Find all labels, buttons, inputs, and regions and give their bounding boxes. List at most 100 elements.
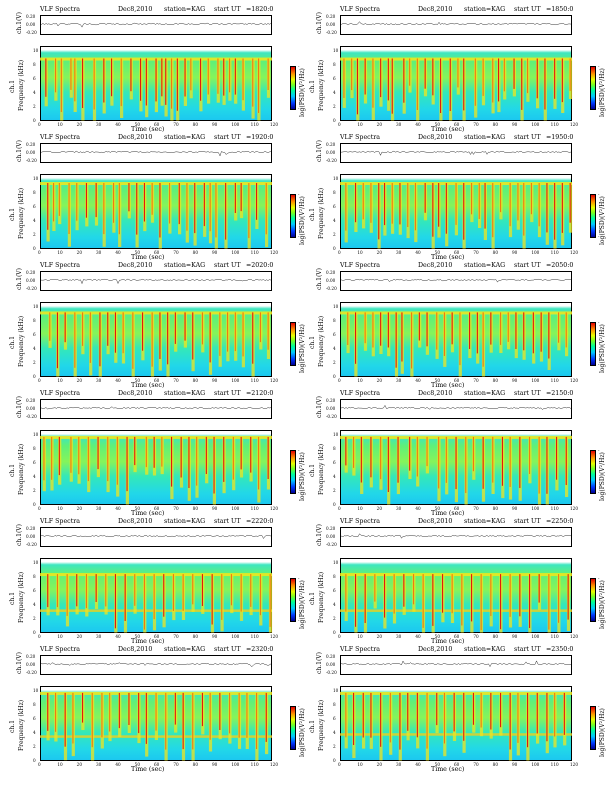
burst-core	[64, 692, 66, 747]
burst-core	[118, 183, 120, 235]
burst-core	[374, 574, 376, 602]
burst-core	[471, 183, 473, 215]
waveform-trace	[339, 278, 572, 283]
colorbar-tick: -	[598, 192, 600, 197]
burst-core	[418, 312, 420, 341]
spectrogram-ytick: 8	[33, 61, 36, 67]
burst-core	[530, 183, 532, 215]
spectrogram-ytick: 2	[333, 359, 336, 365]
spectrogram-ytick: 10	[333, 303, 339, 309]
colorbar-tick: -	[298, 192, 300, 197]
spectrogram-xtick: 80	[192, 634, 198, 639]
burst-core	[151, 183, 153, 215]
waveform-trace	[39, 150, 272, 157]
waveform-ytick: -0.20	[326, 286, 337, 291]
burst-core	[172, 574, 174, 611]
burst-core	[527, 692, 529, 748]
waveform-ytick: 0.20	[326, 654, 336, 659]
colorbar	[290, 706, 296, 750]
burst-core	[85, 183, 87, 218]
panel-start-time: =2150:0	[546, 390, 574, 397]
burst-core	[151, 312, 153, 367]
burst-core	[223, 58, 225, 96]
colorbar	[290, 450, 296, 494]
spectrogram-xtick: 20	[76, 634, 82, 639]
waveform-trace	[39, 278, 272, 285]
burst-core	[393, 574, 395, 614]
spectrogram-xtick: 120	[270, 250, 278, 255]
burst-core	[546, 436, 548, 494]
burst-core	[540, 312, 542, 352]
burst-core	[205, 436, 207, 474]
spectrogram-xtick: 70	[473, 250, 479, 255]
burst-core	[471, 574, 473, 622]
panel-start-label: start UT	[214, 6, 241, 13]
spectrogram-xlabel: Time (sec)	[131, 638, 165, 645]
burst-core	[424, 183, 426, 213]
burst-core	[438, 183, 440, 227]
burst-core	[484, 183, 486, 229]
burst-core	[201, 312, 203, 345]
waveform-strip	[340, 271, 572, 291]
spectrogram-xtick: 70	[473, 122, 479, 127]
spectrogram-xtick: 30	[396, 378, 402, 383]
burst-core	[519, 436, 521, 488]
burst-core	[362, 183, 364, 220]
burst-core	[145, 58, 147, 106]
spectrogram-canvas	[39, 22, 272, 121]
panel-start-label: start UT	[214, 390, 241, 397]
burst-core	[370, 692, 372, 738]
burst-core	[426, 312, 428, 347]
burst-core	[132, 312, 134, 369]
spectrogram-xtick: 80	[192, 122, 198, 127]
burst-core	[463, 692, 465, 741]
burst-core	[343, 58, 345, 98]
colorbar	[590, 450, 596, 494]
burst-core	[380, 692, 382, 747]
burst-core	[51, 436, 53, 480]
spectrogram-canvas	[339, 404, 572, 505]
spectrogram-xtick: 60	[154, 250, 160, 255]
burst-core	[509, 183, 511, 227]
waveform-ytick: 0.00	[326, 150, 336, 155]
spectrogram-xtick: 70	[473, 634, 479, 639]
spectrogram-canvas	[339, 150, 573, 249]
panel-date: Dec8,2010	[118, 390, 153, 397]
panel-date: Dec8,2010	[418, 518, 453, 525]
colorbar-tick: -	[598, 576, 600, 581]
burst-core	[209, 692, 211, 740]
spectrogram-xtick: 110	[250, 506, 259, 511]
colorbar-tick: -	[298, 704, 300, 709]
spectrogram-canvas	[40, 406, 272, 505]
burst-core	[407, 692, 409, 731]
spectrogram-xlabel: Time (sec)	[431, 510, 465, 517]
burst-core	[238, 692, 240, 738]
burst-core	[372, 58, 374, 108]
waveform-ytick: -0.20	[26, 286, 37, 291]
waveform-ytick: 0.20	[326, 142, 336, 147]
spectrogram-xtick: 50	[434, 506, 440, 511]
colorbar	[590, 706, 596, 750]
spectrogram-ytick: 0	[333, 502, 336, 507]
burst-core	[507, 312, 509, 342]
spectrogram-ytick: 10	[33, 559, 39, 565]
spectrogram-xtick: 10	[357, 122, 363, 127]
burst-core	[355, 574, 357, 627]
burst-core	[176, 58, 178, 111]
spectrogram-ytick: 0	[33, 758, 36, 763]
spectrogram-panel: VLF Spectra Dec8,2010 station=KAG start UT =…	[306, 261, 606, 389]
burst-core	[353, 436, 355, 468]
panel-title: VLF Spectra	[40, 646, 80, 653]
burst-core	[184, 58, 186, 97]
burst-core	[459, 312, 461, 366]
onset-band	[40, 311, 272, 315]
burst-core	[411, 312, 413, 369]
colorbar	[290, 194, 296, 238]
burst-core	[345, 183, 347, 231]
spectrogram-xtick: 0	[338, 762, 341, 767]
spectrogram-xtick: 30	[396, 634, 402, 639]
spectrogram-ytick: 0	[33, 246, 36, 251]
waveform-ytick: 0.00	[26, 150, 36, 155]
spectrogram-panel: VLF Spectra Dec8,2010 station=KAG start UT =…	[306, 645, 606, 773]
panel-station: station=KAG	[164, 134, 206, 141]
